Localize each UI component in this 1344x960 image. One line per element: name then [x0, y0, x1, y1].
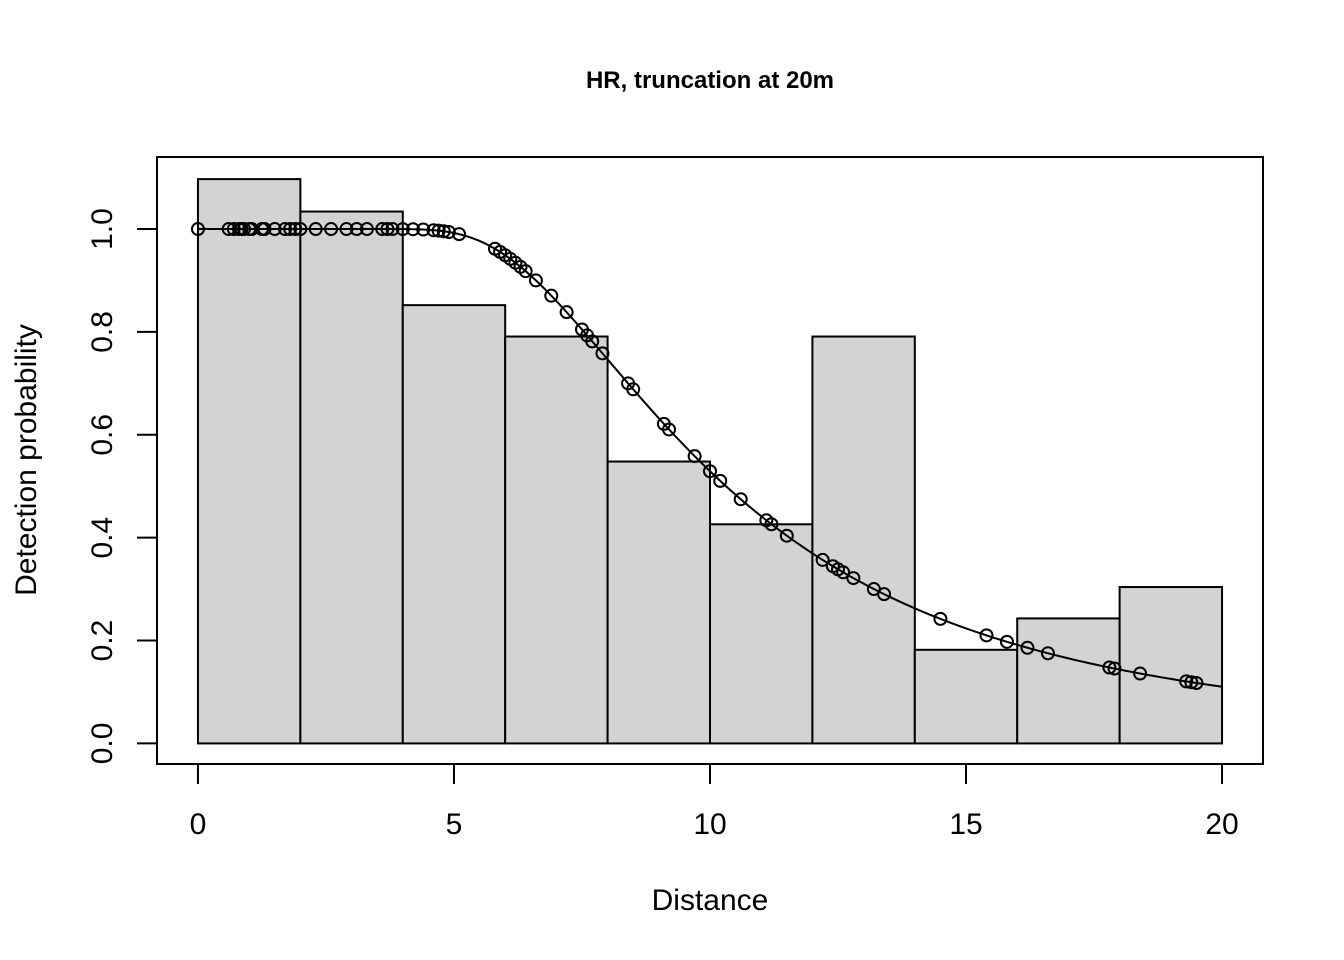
observed-point-29 — [436, 224, 451, 239]
histogram-bar-6 — [709, 523, 814, 745]
observed-point-63 — [877, 587, 892, 602]
observed-point-17 — [324, 222, 339, 237]
histogram-bar-10 — [1118, 586, 1224, 745]
chart-title: HR, truncation at 20m — [586, 67, 834, 94]
observed-points — [190, 222, 1204, 691]
observed-point-10 — [257, 222, 272, 237]
observed-point-50 — [687, 449, 702, 464]
y-axis: 0.0 0.2 0.4 0.6 0.8 1.0 — [86, 208, 158, 765]
observed-point-28 — [431, 223, 446, 238]
observed-point-25 — [406, 222, 421, 237]
observed-point-3 — [226, 222, 241, 237]
observed-point-27 — [426, 223, 441, 238]
histogram-bar-5 — [606, 460, 711, 745]
observed-point-22 — [380, 222, 395, 237]
x-tick-label-15: 15 — [949, 808, 982, 841]
histogram-bars — [196, 178, 1224, 745]
observed-point-47 — [626, 382, 641, 397]
histogram-bar-8 — [913, 648, 1019, 745]
observed-point-71 — [1133, 666, 1148, 681]
observed-point-65 — [979, 628, 994, 643]
observed-point-56 — [779, 528, 794, 543]
observed-point-72 — [1179, 674, 1194, 689]
observed-point-55 — [764, 517, 779, 532]
y-tick-label-0.2: 0.2 — [86, 620, 119, 662]
histogram-bar-2 — [299, 210, 404, 745]
observed-point-30 — [441, 225, 456, 240]
observed-point-21 — [375, 222, 390, 237]
x-axis: 0 5 10 15 20 — [190, 763, 1239, 841]
observed-point-26 — [416, 222, 431, 237]
observed-point-41 — [559, 305, 574, 320]
detection-curve — [197, 228, 1223, 688]
observed-point-68 — [1040, 646, 1055, 661]
histogram-bar-7 — [811, 335, 916, 745]
histogram-bar-4 — [504, 335, 609, 745]
observed-point-18 — [339, 222, 354, 237]
observed-point-16 — [308, 222, 323, 237]
observed-point-19 — [349, 222, 364, 237]
observed-point-44 — [585, 334, 600, 349]
x-axis-title: Distance — [652, 884, 769, 917]
observed-point-13 — [283, 222, 298, 237]
observed-point-53 — [733, 492, 748, 507]
histogram-bar-1 — [196, 178, 302, 745]
observed-point-67 — [1020, 640, 1035, 655]
x-tick-label-5: 5 — [446, 808, 463, 841]
observed-point-39 — [528, 273, 543, 288]
observed-point-73 — [1184, 675, 1199, 690]
observed-point-45 — [595, 346, 610, 361]
x-tick-label-0: 0 — [190, 808, 207, 841]
observed-point-23 — [385, 222, 400, 237]
x-tick-label-20: 20 — [1205, 808, 1238, 841]
y-axis-title: Detection probability — [10, 324, 43, 596]
observed-point-52 — [713, 473, 728, 488]
observed-point-38 — [518, 264, 533, 279]
y-tick-label-1.0: 1.0 — [86, 208, 119, 250]
observed-point-69 — [1102, 660, 1117, 675]
detection-curve-line — [197, 228, 1223, 688]
observed-point-11 — [267, 222, 282, 237]
observed-point-20 — [359, 222, 374, 237]
observed-point-40 — [544, 288, 559, 303]
observed-point-61 — [846, 571, 861, 586]
y-tick-label-0.0: 0.0 — [86, 723, 119, 765]
observed-point-14 — [288, 222, 303, 237]
observed-point-49 — [662, 422, 677, 437]
observed-point-66 — [999, 634, 1014, 649]
x-tick-label-10: 10 — [693, 808, 726, 841]
histogram-bar-3 — [401, 304, 507, 745]
observed-point-1 — [190, 222, 205, 237]
observed-point-12 — [278, 222, 293, 237]
observed-point-15 — [293, 222, 308, 237]
y-tick-label-0.6: 0.6 — [86, 414, 119, 456]
y-tick-label-0.4: 0.4 — [86, 517, 119, 559]
observed-point-57 — [815, 552, 830, 567]
observed-point-6 — [237, 222, 252, 237]
y-tick-label-0.8: 0.8 — [86, 311, 119, 353]
observed-point-64 — [933, 611, 948, 626]
histogram-bar-9 — [1016, 617, 1121, 745]
observed-point-31 — [452, 227, 467, 242]
observed-point-24 — [395, 222, 410, 237]
observed-point-51 — [703, 464, 717, 479]
observed-point-74 — [1189, 676, 1204, 691]
observed-point-60 — [836, 565, 851, 580]
observed-point-70 — [1107, 661, 1122, 676]
